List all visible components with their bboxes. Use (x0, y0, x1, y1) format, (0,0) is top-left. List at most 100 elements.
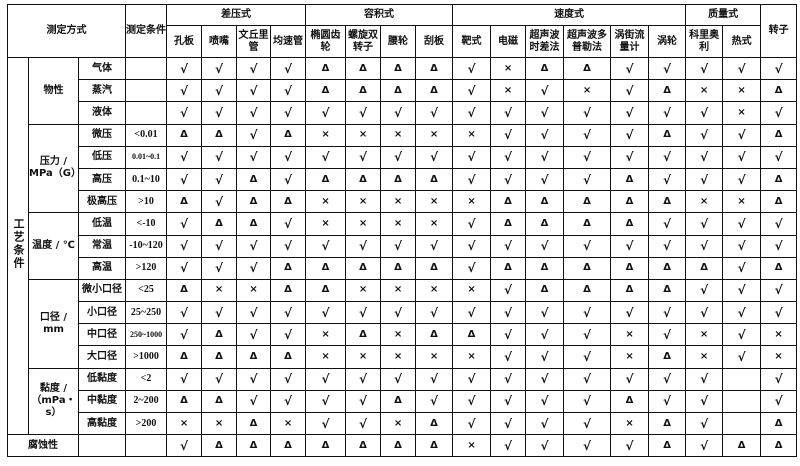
triangle-mark: Δ (525, 256, 565, 280)
cross-mark: × (452, 434, 492, 458)
triangle-mark: Δ (722, 434, 762, 458)
check-mark: √ (525, 301, 565, 325)
check-mark: √ (201, 101, 238, 125)
check-mark: √ (166, 434, 203, 458)
check-mark: √ (236, 389, 272, 414)
table-row: 常温 -10~120 √ √ √ √ √ √ √ √ √ √ √ √ √ √ √ √ √ (8, 234, 798, 258)
sub-label: 蒸汽 (77, 79, 127, 103)
check-mark: √ (685, 123, 724, 147)
condition-value: >10 (125, 190, 168, 214)
check-mark: √ (415, 301, 454, 325)
cross-mark: × (380, 190, 417, 214)
check-mark: √ (166, 367, 203, 391)
triangle-mark: Δ (345, 256, 382, 280)
triangle-mark: Δ (610, 212, 650, 236)
cross-mark: × (345, 190, 382, 214)
check-mark: √ (270, 301, 307, 325)
table-row: 蒸汽 √ √ √ √ Δ Δ Δ Δ √ × √ × √ Δ × × Δ (8, 79, 798, 103)
triangle-mark: Δ (760, 123, 798, 147)
cross-mark: × (380, 323, 417, 347)
triangle-mark: Δ (648, 256, 687, 280)
check-mark: √ (525, 234, 565, 258)
check-mark: √ (563, 434, 612, 458)
check-mark: √ (648, 56, 687, 81)
check-mark: √ (166, 323, 203, 347)
cross-mark: × (345, 345, 382, 369)
check-mark: √ (563, 101, 612, 125)
check-mark: √ (305, 367, 347, 391)
check-mark: √ (722, 145, 762, 169)
triangle-mark: Δ (166, 278, 203, 303)
check-mark: √ (610, 145, 650, 169)
cross-mark: × (452, 190, 492, 214)
triangle-mark: Δ (236, 345, 272, 369)
table-row: 压力 / MPa（G） 微压 <0.01 Δ Δ √ Δ × × × × × √ √ √ √ Δ √ √ Δ (8, 123, 798, 214)
condition-value: >200 (125, 411, 168, 436)
condition-value: >1000 (125, 345, 168, 369)
check-mark: √ (166, 212, 203, 236)
triangle-mark: Δ (648, 79, 687, 103)
triangle-mark: Δ (415, 323, 454, 347)
triangle-mark: Δ (305, 56, 347, 81)
cross-mark: × (610, 323, 650, 347)
check-mark: √ (525, 367, 565, 391)
cross-mark: × (685, 79, 724, 103)
group-header: 速度式 (452, 4, 687, 26)
check-mark: √ (305, 389, 347, 414)
triangle-mark: Δ (305, 79, 347, 103)
check-mark: √ (270, 167, 307, 192)
check-mark: √ (648, 323, 687, 347)
sub-label (77, 434, 127, 458)
triangle-mark: Δ (305, 278, 347, 303)
column-header: 超声波时差法 (525, 25, 565, 58)
triangle-mark: Δ (760, 256, 798, 280)
triangle-mark: Δ (415, 167, 454, 192)
check-mark: √ (270, 212, 307, 236)
table-row: 中黏度 2~200 Δ Δ √ √ √ √ Δ √ √ √ √ √ Δ √ √ √ (8, 389, 798, 414)
check-mark: √ (648, 234, 687, 258)
check-mark: √ (452, 256, 492, 280)
check-mark: √ (345, 101, 382, 125)
check-mark: √ (525, 79, 565, 103)
cross-mark: × (305, 123, 347, 147)
check-mark: √ (201, 79, 238, 103)
table-row: 液体 √ √ √ √ √ √ √ √ √ √ √ √ √ √ √ × √ (8, 101, 798, 125)
check-mark: √ (490, 389, 527, 414)
check-mark: √ (563, 345, 612, 369)
triangle-mark: Δ (380, 79, 417, 103)
condition-value: 0.1~10 (125, 167, 168, 192)
check-mark: √ (648, 389, 687, 414)
check-mark: √ (722, 301, 762, 325)
sub-label: 中口径 (77, 323, 127, 347)
check-mark: √ (685, 367, 724, 391)
check-mark: √ (525, 434, 565, 458)
check-mark: √ (563, 367, 612, 391)
category-label: 温度 / ℃ (28, 212, 79, 280)
empty-cell (722, 389, 762, 414)
triangle-mark: Δ (563, 190, 612, 214)
triangle-mark: Δ (525, 212, 565, 236)
triangle-mark: Δ (380, 434, 417, 458)
check-mark: √ (563, 167, 612, 192)
check-mark: √ (648, 301, 687, 325)
triangle-mark: Δ (490, 256, 527, 280)
check-mark: √ (201, 234, 238, 258)
check-mark: √ (490, 301, 527, 325)
check-mark: √ (722, 323, 762, 347)
check-mark: √ (525, 323, 565, 347)
triangle-mark: Δ (380, 56, 417, 81)
cross-mark: × (490, 56, 527, 81)
sub-label: 微压 (77, 123, 127, 147)
check-mark: √ (270, 367, 307, 391)
cross-mark: × (305, 345, 347, 369)
condition-value: 250~1000 (125, 323, 168, 347)
condition-value: <0.01 (125, 123, 168, 147)
triangle-mark: Δ (236, 434, 272, 458)
cross-mark: × (345, 212, 382, 236)
check-mark: √ (760, 278, 798, 303)
cross-mark: × (345, 278, 382, 303)
check-mark: √ (490, 234, 527, 258)
triangle-mark: Δ (345, 56, 382, 81)
check-mark: √ (452, 234, 492, 258)
triangle-mark: Δ (236, 167, 272, 192)
